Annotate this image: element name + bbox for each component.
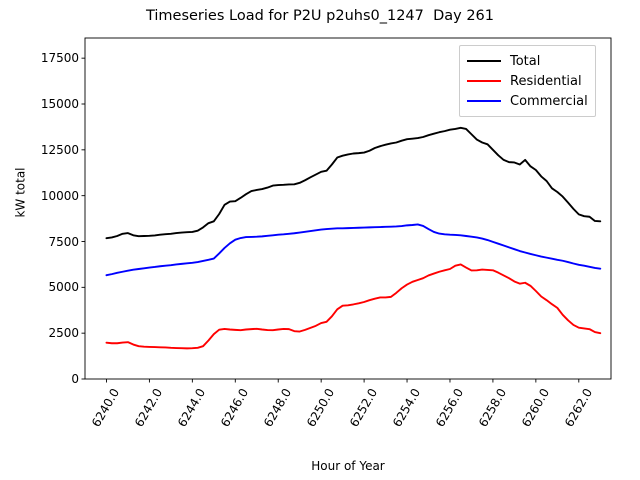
y-tick-label-layer: 0 2500 5000 7500 10000 12500 15000 17500 bbox=[0, 0, 79, 480]
legend-label: Commercial bbox=[510, 93, 588, 109]
series-line-residential bbox=[105, 263, 602, 350]
chart-title: Timeseries Load for P2U p2uhs0_1247 Day … bbox=[145, 8, 495, 24]
y-tick-label: 0 bbox=[71, 372, 79, 386]
legend-label: Total bbox=[510, 53, 541, 69]
y-tick-label: 17500 bbox=[40, 51, 79, 66]
legend-item[interactable]: Total bbox=[467, 51, 588, 71]
series-line-total bbox=[105, 126, 602, 240]
y-axis-label: kW total bbox=[13, 167, 28, 218]
series-line-commercial bbox=[105, 223, 602, 277]
legend-color-swatch bbox=[467, 100, 501, 102]
legend-item[interactable]: Residential bbox=[467, 71, 588, 91]
y-tick-label: 2500 bbox=[48, 326, 79, 341]
axes-spines bbox=[84, 37, 612, 380]
chart-legend: Total Residential Commercial bbox=[459, 45, 596, 117]
y-tick-label: 12500 bbox=[40, 142, 79, 157]
legend-item[interactable]: Commercial bbox=[467, 91, 588, 111]
x-axis-label: Hour of Year bbox=[311, 459, 385, 473]
y-tick-label: 10000 bbox=[40, 188, 79, 203]
legend-color-swatch bbox=[467, 60, 501, 62]
legend-color-swatch bbox=[467, 80, 501, 82]
y-tick-label: 15000 bbox=[40, 97, 79, 111]
y-axis-label-wrapper: kW total bbox=[10, 143, 29, 243]
legend-label: Residential bbox=[510, 73, 582, 89]
x-axis-label-wrapper: Hour of Year bbox=[85, 455, 611, 474]
y-tick-label: 7500 bbox=[48, 234, 79, 249]
y-tick-label: 5000 bbox=[48, 280, 79, 295]
